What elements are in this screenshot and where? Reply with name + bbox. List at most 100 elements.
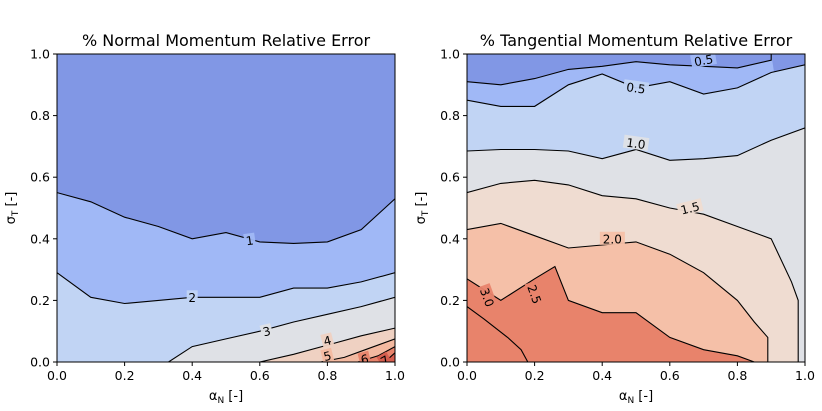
y-tick-label: 0.4 — [30, 231, 50, 246]
contour-label-6: 6 — [357, 350, 372, 367]
plot-area: 0.5 0.5 1.0 1.5 2.0 2.5 3.0 — [467, 52, 805, 362]
y-axis-label-subscript: T — [11, 210, 21, 217]
contour-label-1.0: 1.0 — [622, 134, 650, 153]
contour-line-1 — [57, 192, 395, 244]
contour-label-bg — [320, 332, 335, 348]
x-tick-label: 0.6 — [660, 368, 680, 383]
contour-label-bg — [376, 351, 393, 362]
contour-label-bg — [357, 350, 372, 362]
x-tick-label: 0.4 — [182, 368, 202, 383]
contour-label-text: 0.5 — [626, 80, 647, 97]
contour-label-text: 2.0 — [603, 232, 622, 246]
contour-line-2 — [467, 222, 769, 362]
fill-band-7 — [381, 352, 395, 362]
x-axis-label: αN [-] — [619, 389, 653, 406]
x-tick-label: 0.6 — [250, 368, 270, 383]
x-tick-label: 1.0 — [795, 368, 815, 383]
y-axis-label: σT [-] — [4, 192, 21, 225]
contour-label-2: 2 — [186, 290, 198, 305]
contour-label-text: 6 — [359, 352, 370, 367]
contour-label-bg — [676, 198, 704, 217]
contour-label-4: 4 — [320, 332, 335, 349]
y-tick-label: 0.8 — [440, 108, 460, 123]
x-tick-label: 0.0 — [47, 368, 67, 383]
contour-label-bg — [524, 280, 546, 309]
chart-title: % Tangential Momentum Relative Error — [480, 31, 793, 50]
contour-line-3 — [467, 306, 529, 362]
x-tick-label: 0.2 — [115, 368, 135, 383]
x-tick-label: 0.2 — [525, 368, 545, 383]
y-tick-label: 0.0 — [30, 355, 50, 370]
x-axis-label-symbol: α — [209, 389, 218, 404]
contour-label-bg — [243, 232, 256, 248]
contour-line-1.5 — [467, 179, 799, 362]
y-tick-label: 1.0 — [30, 47, 50, 62]
contour-label-2.5: 2.5 — [524, 280, 546, 309]
contour-label-bg — [259, 323, 274, 339]
y-tick-label: 0.6 — [440, 170, 460, 185]
contour-label-1.5: 1.5 — [676, 198, 704, 218]
contour-line-2 — [57, 272, 395, 305]
contour-label-3: 3 — [259, 323, 274, 339]
contour-label-text: 1.5 — [679, 199, 701, 217]
contour-label-bg — [690, 54, 717, 69]
chart-title: % Normal Momentum Relative Error — [82, 31, 371, 50]
y-axis-label-subscript: T — [421, 210, 431, 217]
plot-frame — [466, 53, 806, 363]
tangential-momentum-panel: 0.50.51.01.52.02.53.00.0 0.2 0.4 0.6 0.8 1.00… — [414, 31, 815, 406]
contour-line-0.5 — [467, 54, 772, 86]
contour-label-text: 2.5 — [524, 283, 544, 306]
x-axis-label: αN [-] — [209, 389, 243, 406]
contour-label-bg — [622, 79, 650, 96]
contour-label-text: 7 — [378, 353, 392, 369]
contour-label-text: 1 — [245, 233, 255, 248]
contour-label-3.0: 3.0 — [477, 283, 499, 312]
contour-label-bg — [477, 283, 499, 312]
contour-label-bg — [599, 231, 625, 245]
contour-label-7: 7 — [376, 351, 393, 369]
contour-label-text: 4 — [322, 333, 333, 348]
contour-label-text: 1.0 — [626, 136, 647, 153]
contour-line-1 — [467, 127, 805, 161]
x-tick-label: 0.0 — [457, 368, 477, 383]
x-axis-label-unit: [-] — [634, 389, 653, 404]
x-tick-label: 0.4 — [592, 368, 612, 383]
y-tick-label: 0.0 — [440, 355, 460, 370]
y-axis-label-unit: [-] — [414, 192, 429, 211]
y-tick-label: 0.6 — [30, 170, 50, 185]
contour-label-bg — [320, 347, 335, 362]
y-tick-label: 0.4 — [440, 231, 460, 246]
contour-line-2.5 — [467, 265, 755, 362]
x-axis-label-unit: [-] — [224, 389, 243, 404]
contour-label-text: 2 — [188, 291, 196, 305]
contour-label-text: 0.5 — [693, 52, 714, 69]
contour-line-3 — [168, 296, 395, 362]
contour-label-text: 3.0 — [477, 286, 497, 309]
y-tick-label: 0.8 — [30, 108, 50, 123]
x-tick-label: 1.0 — [385, 368, 405, 383]
fill-band-7 — [467, 306, 528, 362]
contour-label-5: 5 — [320, 347, 335, 364]
y-axis-label-symbol: σ — [414, 216, 429, 224]
contour-label-text: 3 — [261, 324, 272, 339]
x-tick-label: 0.8 — [727, 368, 747, 383]
plot-frame — [56, 53, 396, 363]
contour-label-bg — [186, 290, 198, 304]
x-axis-label-subscript: N — [217, 396, 224, 406]
y-tick-label: 1.0 — [440, 47, 460, 62]
y-axis-label-symbol: σ — [4, 216, 19, 224]
contour-label-1: 1 — [243, 232, 256, 248]
x-axis-label-subscript: N — [627, 396, 634, 406]
y-tick-label: 0.2 — [30, 293, 50, 308]
contour-label-0.5: 0.5 — [622, 79, 650, 97]
contour-label-text: 5 — [322, 349, 333, 364]
contour-label-0.5: 0.5 — [690, 52, 717, 69]
y-axis-label-unit: [-] — [4, 192, 19, 211]
contour-label-2.0: 2.0 — [599, 231, 625, 246]
contour-label-bg — [622, 134, 650, 152]
y-tick-label: 0.2 — [440, 293, 460, 308]
y-axis-label: σT [-] — [414, 192, 431, 225]
